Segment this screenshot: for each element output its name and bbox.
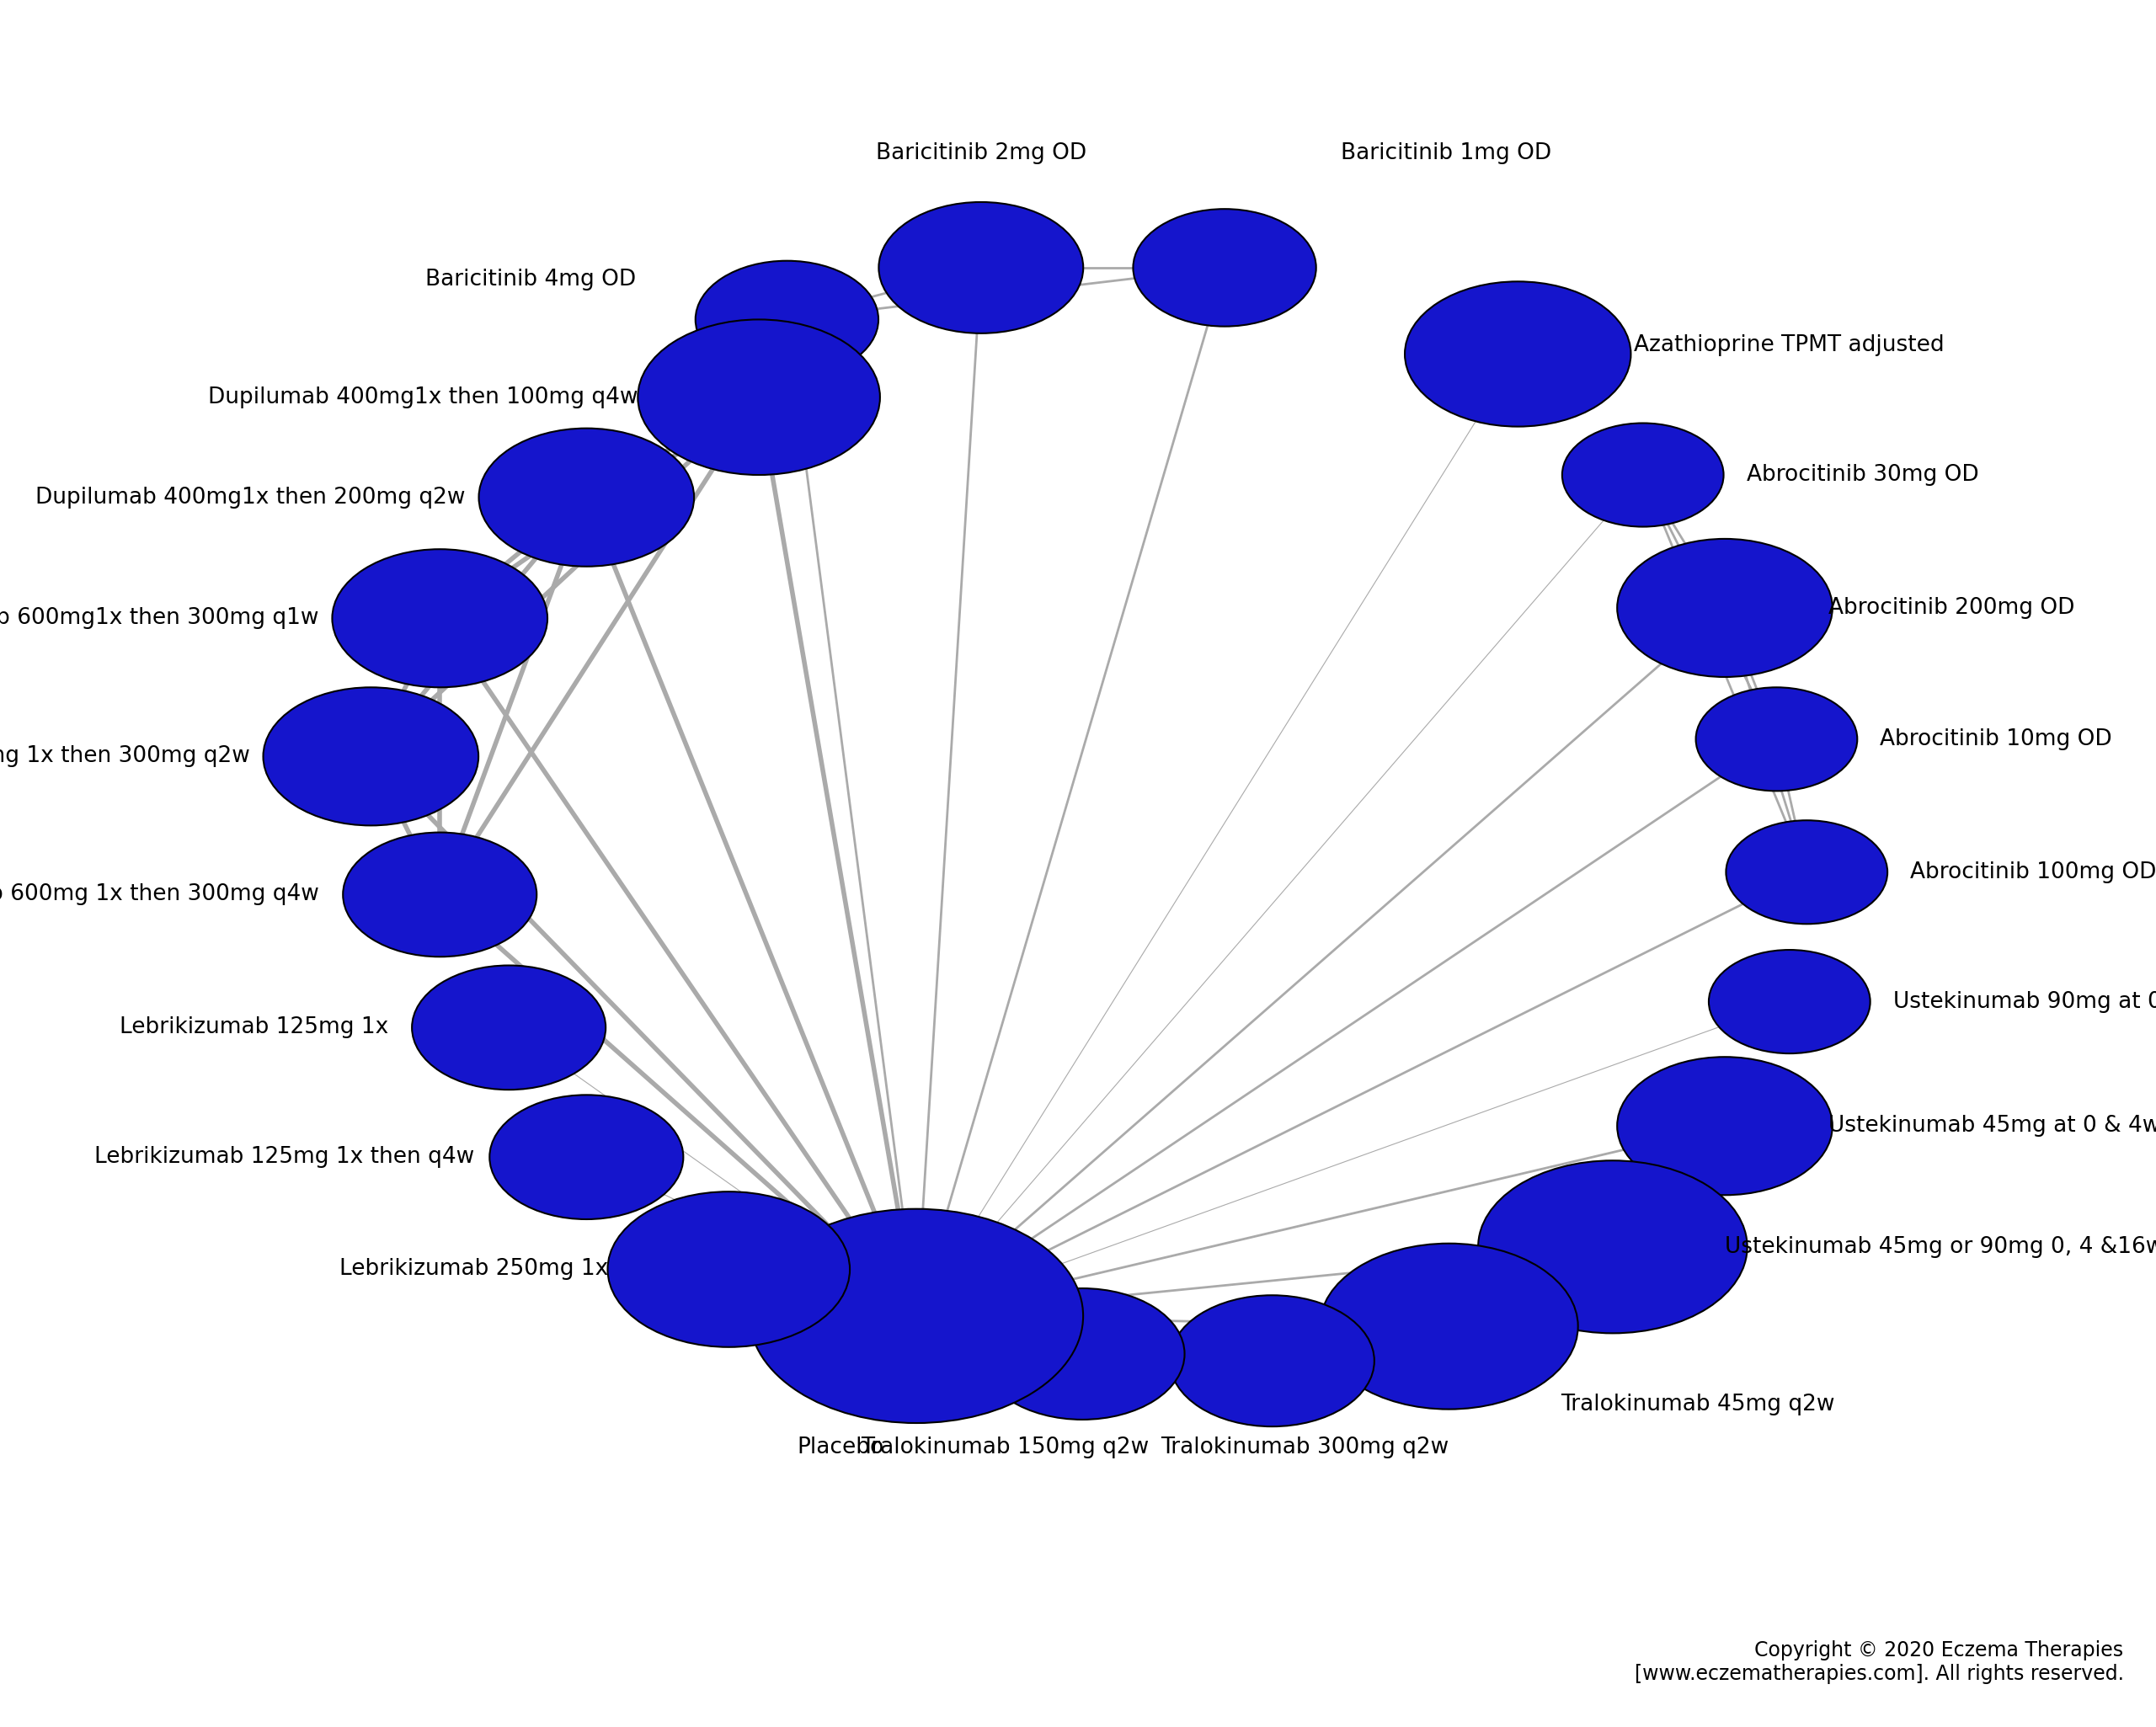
Text: Ustekinumab 90mg at 0 & 4wk: Ustekinumab 90mg at 0 & 4wk xyxy=(1893,991,2156,1012)
Ellipse shape xyxy=(479,428,694,566)
Ellipse shape xyxy=(608,1192,849,1347)
Ellipse shape xyxy=(1319,1243,1578,1409)
Text: Baricitinib 1mg OD: Baricitinib 1mg OD xyxy=(1341,142,1552,164)
Text: Placebo: Placebo xyxy=(798,1437,884,1459)
Text: Tralokinumab 45mg q2w: Tralokinumab 45mg q2w xyxy=(1561,1394,1835,1416)
Text: Tralokinumab 300mg q2w: Tralokinumab 300mg q2w xyxy=(1160,1437,1449,1459)
Ellipse shape xyxy=(343,832,537,957)
Ellipse shape xyxy=(880,202,1082,333)
Text: Abrocitinib 30mg OD: Abrocitinib 30mg OD xyxy=(1746,465,1979,485)
Text: Dupilumab 400mg1x then 100mg q4w: Dupilumab 400mg1x then 100mg q4w xyxy=(209,387,638,408)
Ellipse shape xyxy=(1406,282,1630,427)
Ellipse shape xyxy=(696,261,877,378)
Ellipse shape xyxy=(1697,687,1856,791)
Text: Ustekinumab 45mg at 0 & 4wk: Ustekinumab 45mg at 0 & 4wk xyxy=(1828,1116,2156,1136)
Ellipse shape xyxy=(1563,423,1723,527)
Text: Azathioprine TPMT adjusted: Azathioprine TPMT adjusted xyxy=(1634,335,1945,356)
Text: Ustekinumab 45mg or 90mg 0, 4 &16wk: Ustekinumab 45mg or 90mg 0, 4 &16wk xyxy=(1725,1237,2156,1257)
Ellipse shape xyxy=(489,1095,683,1219)
Text: Lebrikizumab 250mg 1x: Lebrikizumab 250mg 1x xyxy=(338,1259,608,1280)
Ellipse shape xyxy=(638,319,880,475)
Ellipse shape xyxy=(1171,1295,1373,1427)
Text: Dupilumab 400mg1x then 200mg q2w: Dupilumab 400mg1x then 200mg q2w xyxy=(37,487,466,508)
Text: Abrocitinib 10mg OD: Abrocitinib 10mg OD xyxy=(1880,729,2113,750)
Text: Lebrikizumab 125mg 1x then q4w: Lebrikizumab 125mg 1x then q4w xyxy=(95,1147,474,1167)
Ellipse shape xyxy=(1710,950,1869,1053)
Text: Baricitinib 4mg OD: Baricitinib 4mg OD xyxy=(425,269,636,290)
Ellipse shape xyxy=(1727,820,1886,924)
Text: Lebrikizumab 125mg 1x: Lebrikizumab 125mg 1x xyxy=(119,1017,388,1038)
Text: Dupilumab 600mg1x then 300mg q1w: Dupilumab 600mg1x then 300mg q1w xyxy=(0,608,319,629)
Text: Tralokinumab 150mg q2w: Tralokinumab 150mg q2w xyxy=(860,1437,1149,1459)
Ellipse shape xyxy=(1479,1161,1746,1333)
Ellipse shape xyxy=(263,687,479,826)
Text: Copyright © 2020 Eczema Therapies
[www.eczematherapies.com]. All rights reserved: Copyright © 2020 Eczema Therapies [www.e… xyxy=(1634,1641,2124,1684)
Ellipse shape xyxy=(1134,209,1315,326)
Text: Abrocitinib 200mg OD: Abrocitinib 200mg OD xyxy=(1828,598,2074,618)
Ellipse shape xyxy=(1617,1057,1833,1195)
Text: Dupilumab 600mg 1x then 300mg q4w: Dupilumab 600mg 1x then 300mg q4w xyxy=(0,884,319,905)
Text: Dupilumab 600mg 1x then 300mg q2w: Dupilumab 600mg 1x then 300mg q2w xyxy=(0,746,250,767)
Text: Abrocitinib 100mg OD: Abrocitinib 100mg OD xyxy=(1910,862,2156,882)
Ellipse shape xyxy=(1617,539,1833,677)
Ellipse shape xyxy=(750,1209,1082,1423)
Ellipse shape xyxy=(981,1288,1184,1420)
Ellipse shape xyxy=(412,965,606,1090)
Ellipse shape xyxy=(332,549,548,687)
Text: Baricitinib 2mg OD: Baricitinib 2mg OD xyxy=(875,142,1087,164)
